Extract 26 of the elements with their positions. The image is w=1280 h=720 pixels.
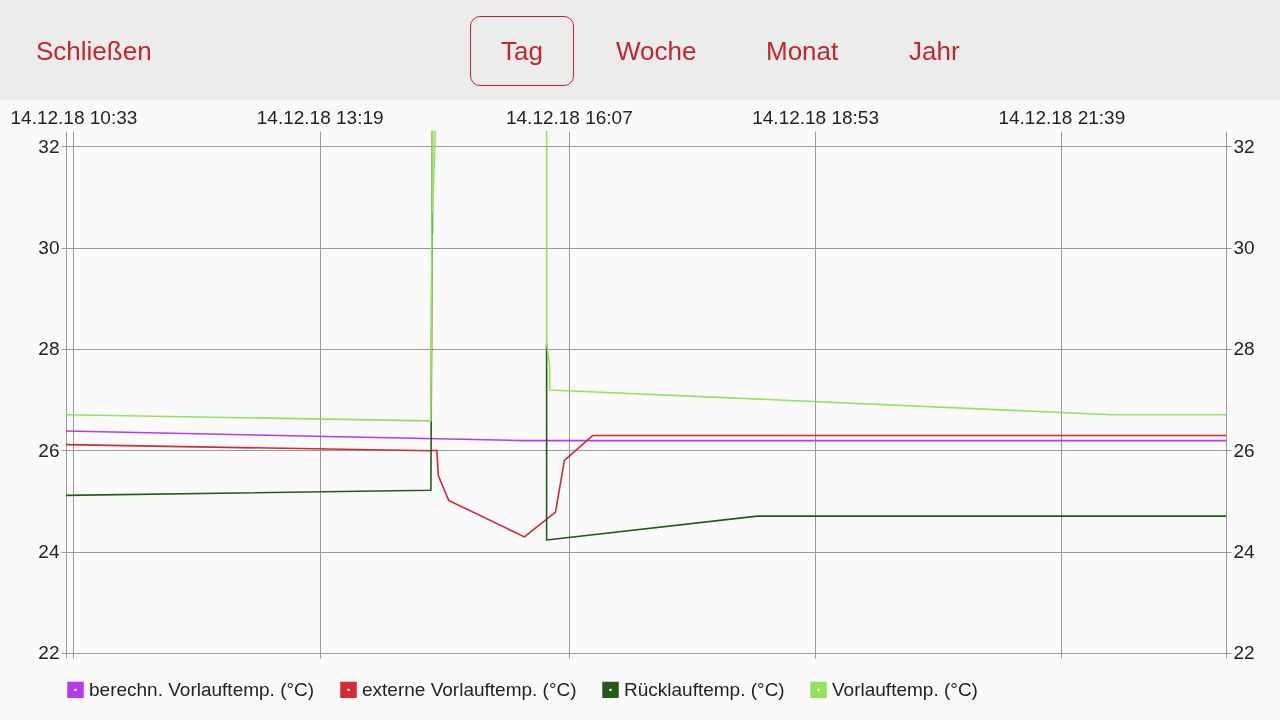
y2-tick-label: 24: [1233, 541, 1256, 563]
x-tick-label: 14.12.18 13:19: [256, 106, 384, 128]
y-tick-label: 26: [38, 439, 60, 461]
y-tick-label: 30: [38, 237, 60, 259]
y2-tick-label: 28: [1233, 338, 1255, 360]
legend-label: externe Vorlauftemp. (°C): [362, 678, 577, 700]
text: Schließen: [5, 16, 183, 86]
y2-tick-label: 32: [1233, 135, 1255, 157]
y-tick-label: 22: [38, 642, 60, 664]
y-tick-label: 24: [38, 541, 60, 563]
y-tick-label: 32: [38, 135, 60, 157]
y2-tick-label: 22: [1233, 642, 1255, 664]
legend-label: berechn. Vorlauftemp. (°C): [89, 678, 315, 700]
text: Jahr: [878, 16, 991, 86]
y-tick-label: 28: [38, 338, 60, 360]
y2-tick-label: 26: [1233, 439, 1255, 461]
text: Tag: [470, 16, 574, 86]
x-tick-label: 14.12.18 21:39: [998, 106, 1126, 128]
x-tick-label: 14.12.18 10:33: [10, 106, 138, 128]
x-tick-label: 14.12.18 18:53: [752, 106, 879, 128]
x-tick-label: 14.12.18 16:07: [505, 106, 633, 128]
y2-tick-label: 30: [1233, 237, 1255, 259]
legend-label: Rücklauftemp. (°C): [624, 678, 785, 700]
text: Woche: [585, 16, 728, 86]
text: Monat: [735, 16, 870, 86]
legend-label: Vorlauftemp. (°C): [832, 678, 978, 700]
